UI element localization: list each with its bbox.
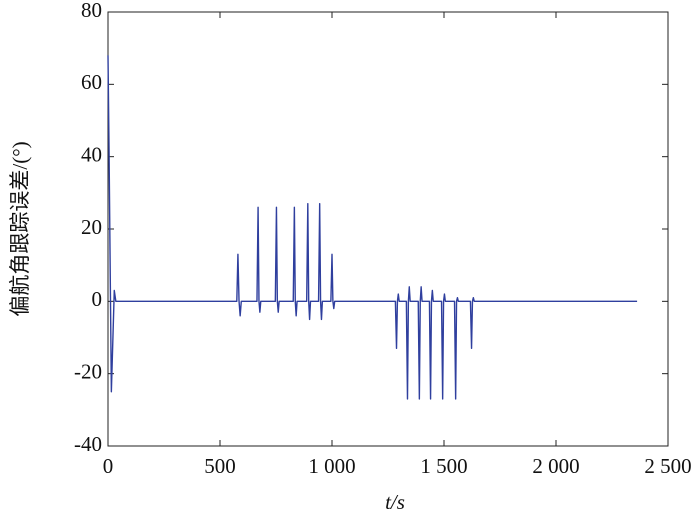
plot-frame	[107, 11, 669, 447]
y-axis-label: 偏航角跟踪误差/(°)	[8, 141, 32, 316]
x-tick-label: 500	[204, 454, 236, 478]
y-tick-label: 80	[81, 0, 102, 22]
y-tick-label: 20	[81, 215, 102, 239]
y-tick-label: 40	[81, 142, 102, 166]
y-tick-label: -40	[74, 432, 102, 456]
x-tick-label: 1 000	[308, 454, 355, 478]
y-tick-label: 60	[81, 70, 102, 94]
y-tick-label: 0	[92, 287, 103, 311]
x-tick-label: 2 000	[532, 454, 579, 478]
x-tick-label: 0	[103, 454, 114, 478]
line-series	[107, 55, 638, 400]
x-tick-label: 2 500	[644, 454, 691, 478]
x-tick-label: 1 500	[420, 454, 467, 478]
x-axis-label: t/s	[385, 490, 405, 514]
y-tick-label: -20	[74, 359, 102, 383]
